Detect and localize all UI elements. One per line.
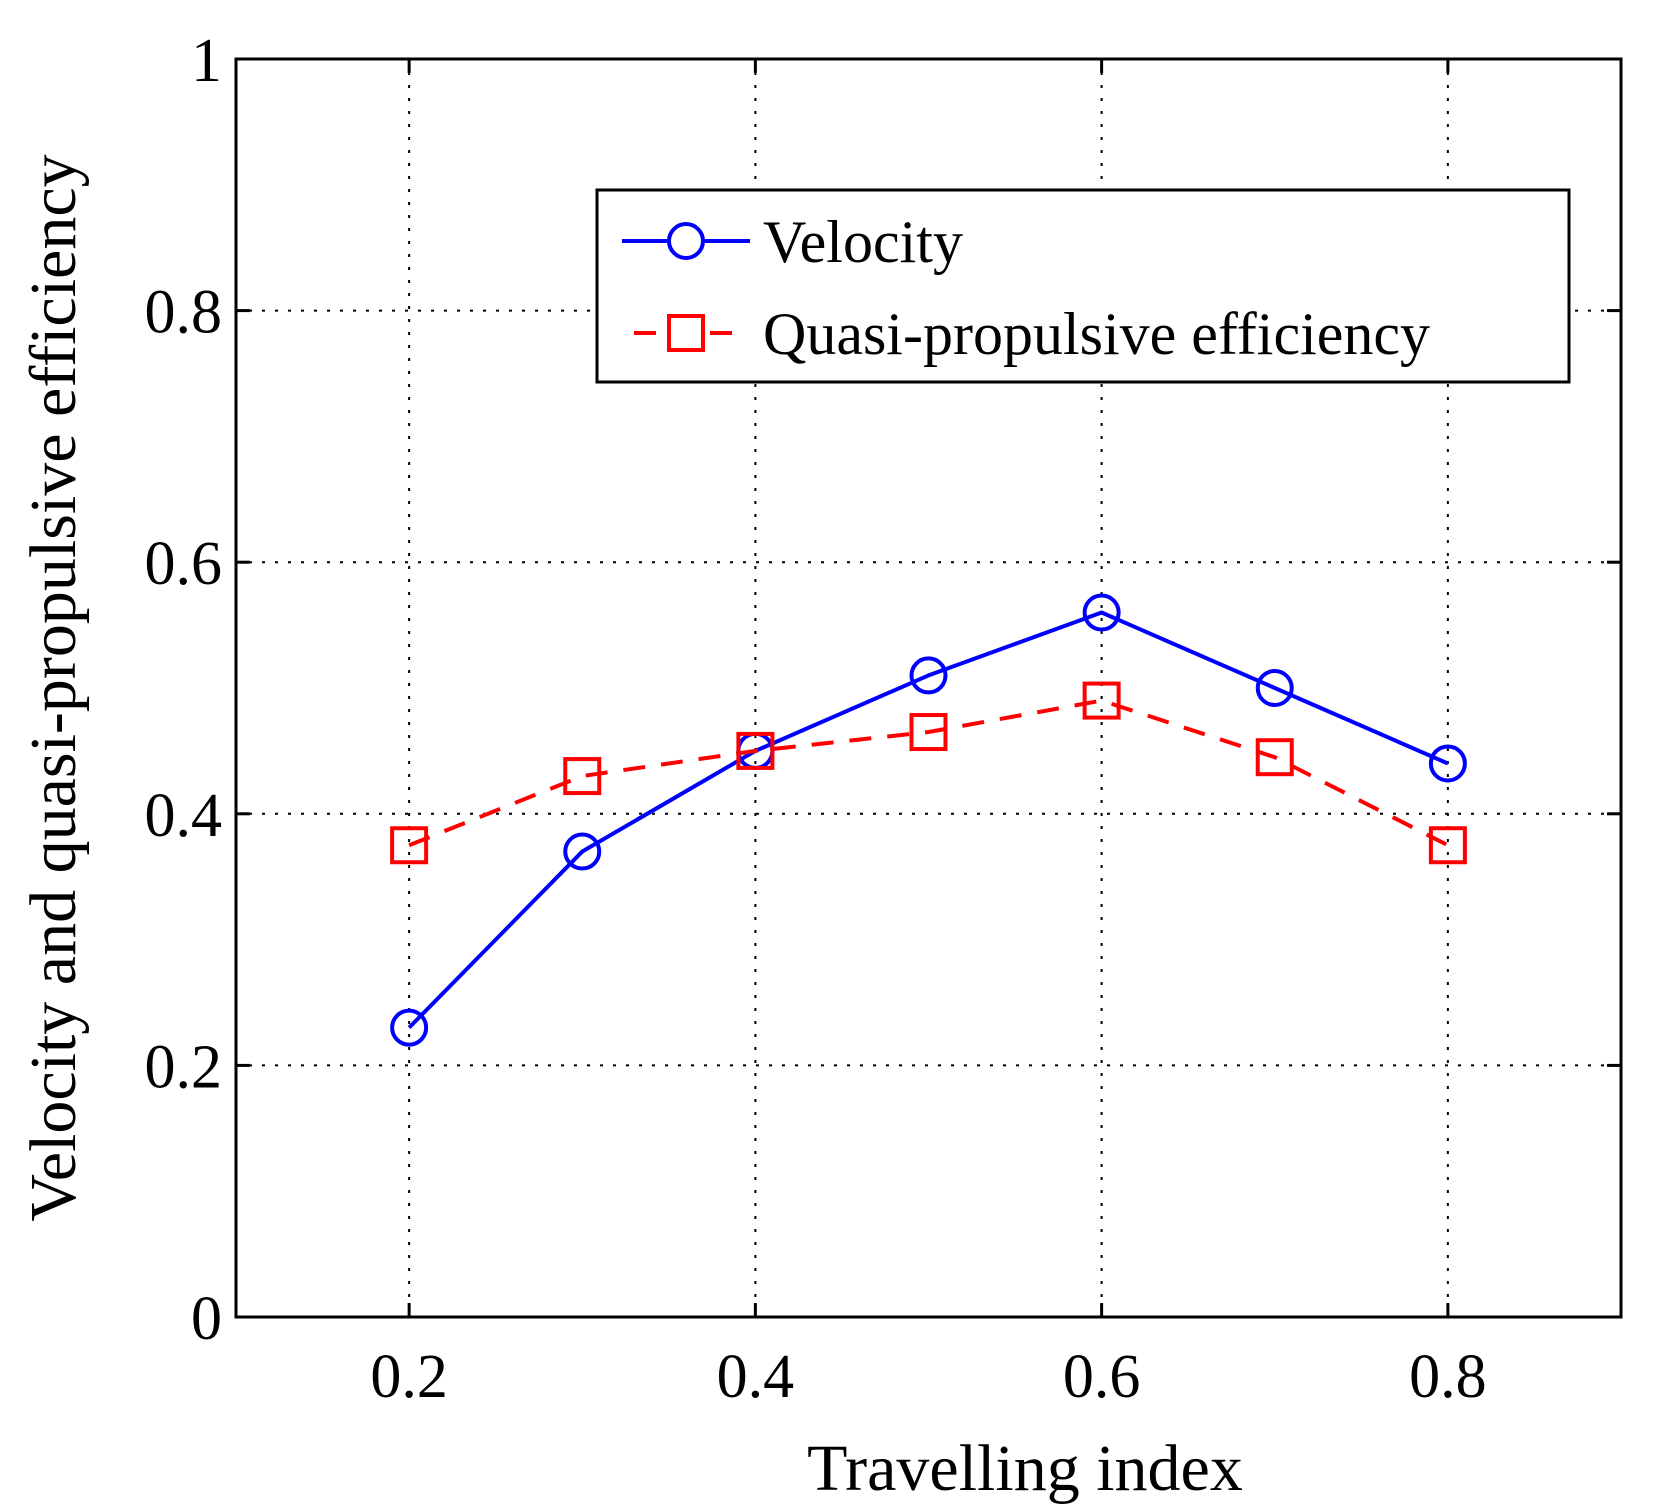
x-axis-label: Travelling index (807, 1432, 1243, 1505)
x-tick-label: 0.4 (717, 1343, 795, 1411)
series-layer (390, 593, 1467, 1047)
efficiency-point (736, 731, 775, 770)
efficiency-point (1082, 681, 1121, 720)
efficiency-point (563, 757, 602, 796)
x-tick-label: 0.2 (370, 1343, 448, 1411)
x-tick-label: 0.8 (1409, 1343, 1487, 1411)
y-tick-label: 1 (191, 27, 222, 95)
velocity-series-line (407, 610, 1449, 1030)
velocity-point (909, 656, 948, 695)
efficiency-point (1428, 826, 1467, 865)
velocity-point (1082, 593, 1121, 632)
y-tick-label: 0.4 (145, 782, 223, 850)
x-tick-label: 0.6 (1063, 1343, 1141, 1411)
efficiency-point (1255, 738, 1294, 777)
legend-efficiency-marker (667, 314, 705, 352)
y-tick-label: 0.2 (145, 1033, 223, 1101)
velocity-point (1428, 744, 1467, 783)
ticks: 0.2 0.4 0.6 0.8 0 0.2 0.4 0.6 0.8 1 (145, 27, 1621, 1411)
legend-efficiency-label: Quasi-propulsive efficiency (763, 301, 1430, 367)
y-axis-label: Velocity and quasi-propulsive efficiency (17, 154, 90, 1221)
legend: Velocity Quasi-propulsive efficiency (595, 188, 1571, 384)
efficiency-series-line (408, 698, 1449, 848)
legend-velocity-label: Velocity (763, 209, 963, 275)
y-tick-label: 0 (191, 1285, 222, 1353)
legend-box (595, 188, 1571, 384)
efficiency-point (390, 826, 429, 865)
legend-velocity-marker (667, 222, 705, 260)
velocity-point (1255, 669, 1294, 707)
plot-frame (234, 57, 1623, 1319)
velocity-point (390, 1008, 429, 1047)
y-tick-label: 0.8 (145, 279, 223, 347)
y-tick-label: 0.6 (145, 530, 223, 598)
velocity-point (563, 832, 602, 871)
efficiency-point (909, 713, 948, 752)
